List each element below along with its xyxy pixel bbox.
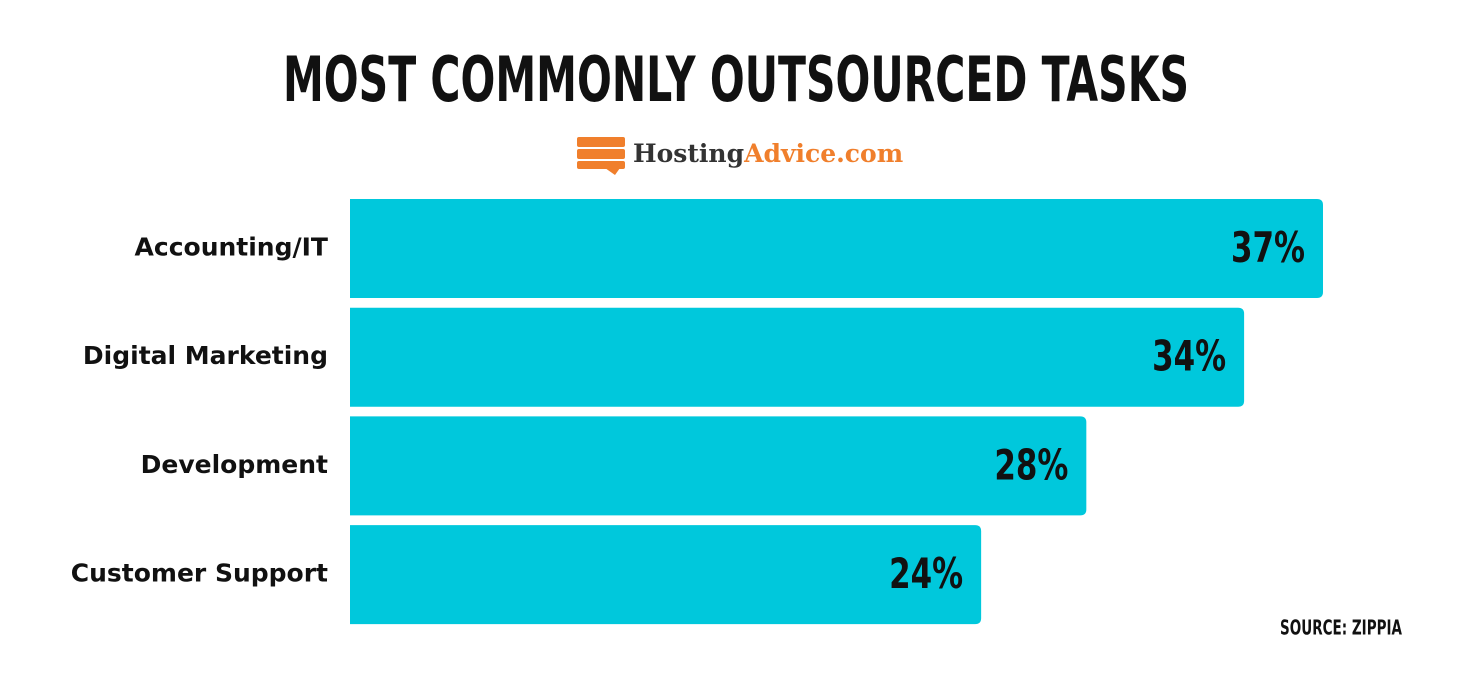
logo-icon — [577, 161, 625, 169]
bar — [350, 199, 1323, 298]
data-label: 37% — [1231, 223, 1305, 272]
y-tick-label: Development — [141, 450, 328, 479]
y-tick-label: Accounting/IT — [135, 233, 328, 262]
brand-part: Advice.com — [743, 139, 903, 168]
y-tick-label: Digital Marketing — [83, 341, 328, 370]
data-label: 28% — [994, 440, 1068, 489]
logo-icon — [577, 137, 625, 147]
brand-part: Hosting — [633, 139, 744, 168]
data-label: 34% — [1152, 332, 1226, 381]
y-tick-label: Customer Support — [71, 559, 328, 588]
data-label: 24% — [889, 549, 963, 598]
bar — [350, 416, 1087, 516]
logo-icon — [605, 168, 620, 175]
brand-name: HostingAdvice.com — [633, 139, 903, 168]
brand-logo: HostingAdvice.com — [577, 137, 903, 175]
logo-icon — [577, 149, 625, 159]
bar — [350, 307, 1245, 407]
source-note: SOURCE: ZIPPIA — [1280, 616, 1402, 640]
bar — [350, 525, 982, 625]
chart-title: MOST COMMONLY OUTSOURCED TASKS — [283, 43, 1189, 116]
